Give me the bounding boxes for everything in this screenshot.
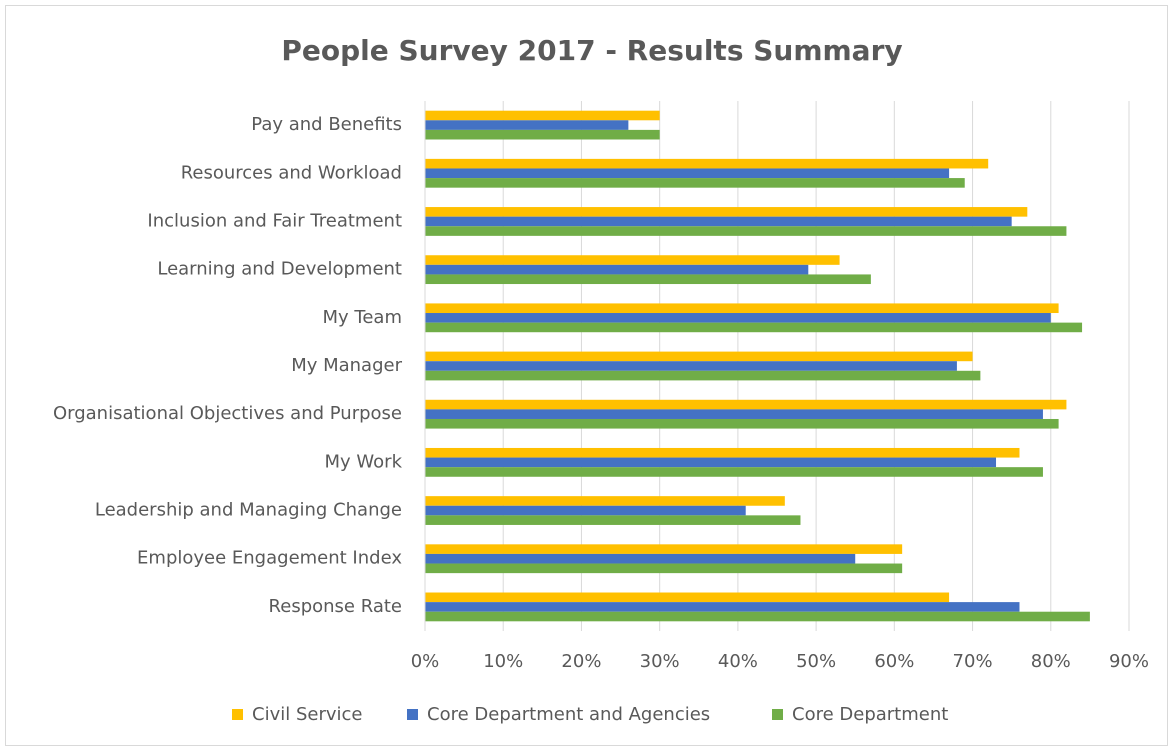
bar bbox=[425, 496, 785, 506]
x-tick-label: 10% bbox=[483, 651, 523, 672]
bar bbox=[425, 457, 997, 468]
legend-swatch bbox=[772, 709, 783, 720]
x-tick-label: 70% bbox=[953, 651, 993, 672]
bar bbox=[425, 370, 981, 381]
y-tick-label: Inclusion and Fair Treatment bbox=[147, 210, 402, 231]
bar bbox=[425, 399, 1067, 410]
legend-label: Core Department bbox=[792, 704, 948, 725]
bar bbox=[425, 129, 660, 140]
x-tick-label: 90% bbox=[1109, 651, 1149, 672]
bar bbox=[425, 120, 629, 130]
bar bbox=[425, 447, 1020, 458]
bar bbox=[425, 592, 950, 603]
x-tick-label: 60% bbox=[874, 651, 914, 672]
bar bbox=[425, 361, 957, 371]
bar bbox=[425, 563, 903, 574]
legend-swatch bbox=[407, 709, 418, 720]
x-tick-label: 80% bbox=[1031, 651, 1071, 672]
y-tick-label: Organisational Objectives and Purpose bbox=[53, 403, 402, 424]
bar bbox=[425, 207, 1028, 217]
bar bbox=[425, 264, 809, 275]
bar bbox=[425, 178, 965, 188]
x-tick-label: 0% bbox=[411, 651, 440, 672]
y-tick-label: My Manager bbox=[291, 355, 402, 376]
legend-label: Civil Service bbox=[252, 704, 362, 725]
bar bbox=[425, 322, 1083, 333]
bar bbox=[425, 505, 746, 516]
bar bbox=[425, 418, 1059, 429]
bar bbox=[425, 409, 1043, 419]
bar bbox=[425, 553, 856, 564]
bar bbox=[425, 611, 1090, 622]
bar bbox=[425, 110, 660, 121]
x-tick-label: 50% bbox=[796, 651, 836, 672]
bar bbox=[425, 303, 1059, 314]
bar bbox=[425, 216, 1012, 227]
legend-label: Core Department and Agencies bbox=[427, 704, 710, 725]
y-tick-label: Pay and Benefits bbox=[251, 114, 402, 135]
bar bbox=[425, 351, 973, 362]
bar bbox=[425, 602, 1020, 612]
bar bbox=[425, 226, 1067, 236]
bar bbox=[425, 255, 840, 265]
bar bbox=[425, 544, 903, 554]
x-tick-label: 30% bbox=[640, 651, 680, 672]
bar bbox=[425, 274, 871, 285]
bar bbox=[425, 515, 801, 525]
bar bbox=[425, 168, 950, 179]
y-tick-label: Resources and Workload bbox=[181, 162, 402, 183]
y-tick-label: Learning and Development bbox=[157, 259, 402, 280]
chart-title: People Survey 2017 - Results Summary bbox=[281, 34, 902, 67]
bar bbox=[425, 467, 1043, 477]
bar bbox=[425, 313, 1051, 323]
y-tick-label: My Work bbox=[325, 451, 403, 472]
y-tick-label: Response Rate bbox=[269, 596, 402, 617]
y-tick-label: Employee Engagement Index bbox=[137, 548, 402, 569]
y-tick-label: Leadership and Managing Change bbox=[95, 500, 402, 521]
bar bbox=[425, 158, 989, 169]
y-tick-label: My Team bbox=[323, 307, 402, 328]
x-tick-label: 20% bbox=[561, 651, 601, 672]
legend-swatch bbox=[232, 709, 243, 720]
x-tick-label: 40% bbox=[718, 651, 758, 672]
